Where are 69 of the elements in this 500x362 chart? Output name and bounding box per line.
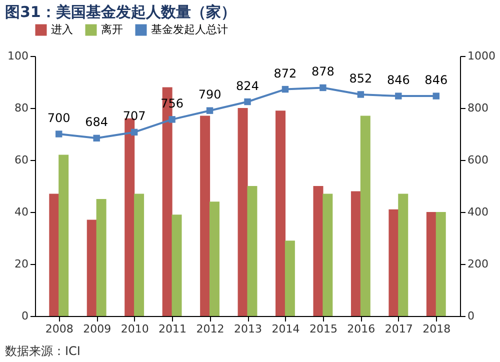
point (168, 116, 176, 123)
point (206, 107, 214, 114)
bar (426, 212, 436, 316)
legend-label: 基金发起人总计 (151, 23, 228, 36)
data-label: 700 (47, 111, 70, 125)
bar (134, 194, 144, 316)
data-label: 824 (236, 78, 259, 93)
bar (284, 240, 295, 316)
bar (172, 214, 182, 316)
bar (360, 116, 370, 316)
x-tick-label: 2017 (384, 322, 413, 336)
x-tick-label: 2018 (422, 322, 451, 336)
data-label: 846 (386, 73, 410, 88)
bar (238, 108, 248, 316)
point (244, 98, 251, 106)
x-tick-label: 2013 (234, 322, 262, 336)
y2-tick-label: 0 (468, 310, 474, 322)
bar (350, 191, 361, 316)
bar (313, 186, 324, 316)
chart-title: 图31：美国基金发起人数量（家） (5, 3, 236, 21)
y-tick-label: 60 (14, 154, 28, 166)
bar (58, 154, 69, 316)
data-label: 846 (424, 73, 448, 88)
point (56, 130, 62, 138)
legend-label: 进入 (51, 23, 73, 36)
data-label: 852 (349, 71, 372, 86)
point (432, 92, 440, 100)
y2-tick-label: 800 (468, 102, 488, 114)
bar (209, 202, 220, 316)
y-tick-label: 80 (14, 102, 28, 114)
y-tick-label: 100 (8, 50, 28, 62)
y-tick-label: 40 (14, 206, 28, 218)
x-tick-label: 2012 (196, 322, 224, 336)
bar (49, 194, 60, 316)
bar (322, 194, 333, 316)
bar (247, 186, 258, 316)
y2-tick-label: 1000 (468, 50, 496, 62)
legend-label: 离开 (101, 23, 123, 36)
y-tick-label: 20 (14, 258, 28, 270)
point (395, 92, 402, 100)
bar (388, 209, 399, 316)
data-label: 790 (198, 88, 222, 102)
y2-tick-label: 600 (468, 154, 488, 166)
x-tick-label: 2009 (83, 322, 112, 336)
bar (398, 194, 408, 316)
source-note: 数据来源：ICI (5, 344, 80, 358)
y2-tick-label: 400 (468, 206, 488, 218)
x-tick-label: 2010 (120, 322, 149, 336)
point (357, 91, 364, 98)
x-tick-label: 2015 (309, 322, 338, 336)
y-tick-label: 0 (22, 310, 28, 322)
point (282, 86, 289, 93)
data-label: 872 (274, 66, 297, 80)
x-tick-label: 2011 (158, 322, 187, 336)
x-tick-label: 2014 (272, 322, 300, 336)
bar (86, 220, 97, 316)
data-label: 707 (122, 109, 146, 124)
data-label: 878 (312, 64, 334, 79)
y2-tick-label: 200 (468, 258, 488, 270)
x-tick-label: 2008 (45, 322, 74, 336)
point (130, 128, 138, 136)
bar (200, 116, 210, 316)
x-tick-label: 2016 (347, 322, 376, 336)
bar (96, 199, 106, 316)
bar (436, 212, 446, 316)
point (320, 84, 326, 92)
point (93, 134, 100, 142)
data-label: 684 (85, 115, 108, 130)
bar (276, 110, 286, 316)
